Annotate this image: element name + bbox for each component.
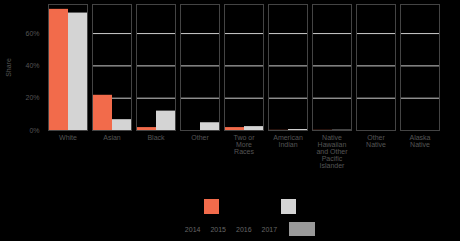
html-text:2014: 2014: [184, 225, 201, 233]
html-text:2017: 2017: [261, 225, 278, 233]
svg-text:OtherNative: OtherNative: [366, 134, 386, 148]
html-text:2015: 2015: [210, 225, 226, 233]
svg-text:NativeHawaiianand OtherPacific: NativeHawaiianand OtherPacificIslander: [316, 134, 348, 169]
svg-text:0%: 0%: [29, 127, 39, 134]
svg-text:40%: 40%: [25, 62, 39, 69]
svg-text:20%: 20%: [25, 94, 39, 101]
svg-text:Black: Black: [147, 134, 165, 141]
svg-text:Two orMoreRaces: Two orMoreRaces: [233, 134, 255, 155]
svg-text:White: White: [59, 134, 77, 141]
svg-text:Other: Other: [191, 134, 209, 141]
html-text:2016: 2016: [236, 225, 252, 233]
svg-text:60%: 60%: [25, 30, 39, 37]
svg-text:Asian: Asian: [103, 134, 121, 141]
svg-text:AlaskaNative: AlaskaNative: [409, 134, 430, 148]
svg-text:AmericanIndian: AmericanIndian: [273, 134, 303, 148]
svg-text:Share: Share: [5, 58, 12, 77]
